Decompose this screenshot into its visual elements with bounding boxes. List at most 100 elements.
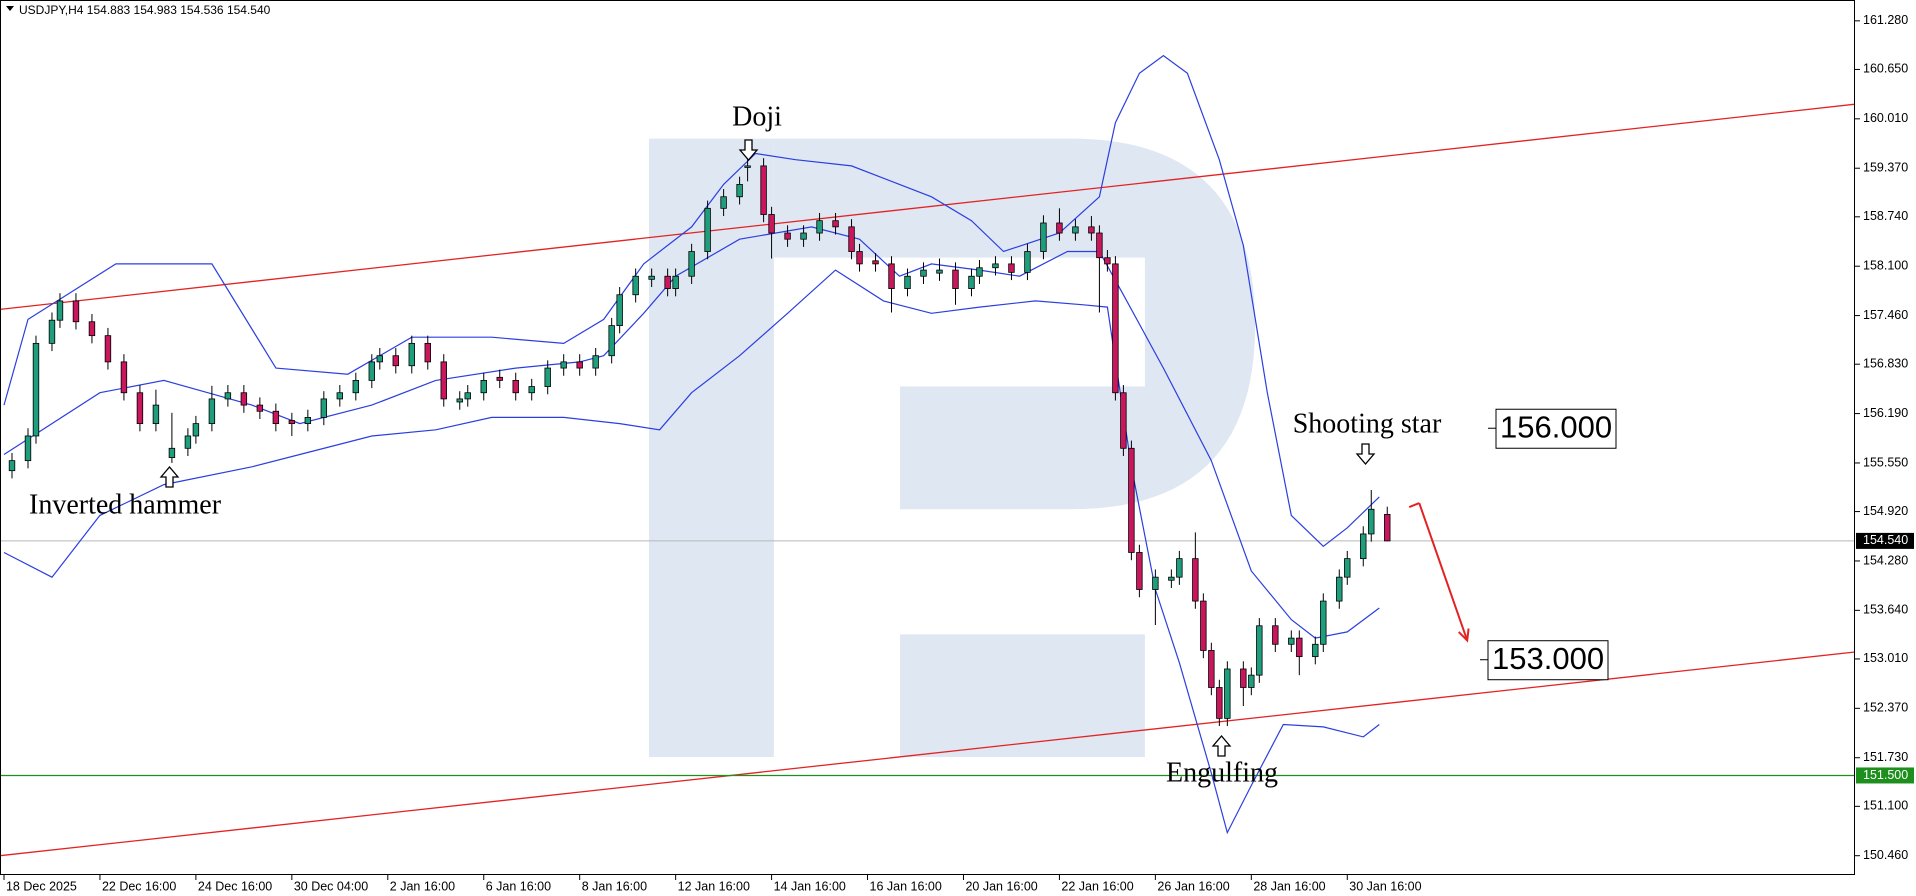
candle-body — [968, 275, 975, 289]
candle-body — [1208, 650, 1215, 688]
y-tick-label: 151.100 — [1863, 799, 1908, 813]
support-tag-label: 151.500 — [1863, 768, 1908, 782]
plot-area — [0, 54, 1856, 857]
candle-body — [1336, 576, 1343, 602]
candle-body — [528, 386, 535, 394]
x-tick-label: 2 Jan 16:00 — [390, 879, 455, 893]
y-tick-label: 160.650 — [1863, 62, 1908, 76]
candle-body — [1176, 558, 1183, 578]
plot-frame — [0, 0, 1855, 875]
candle-body — [1168, 576, 1175, 581]
candle-body — [256, 404, 264, 412]
arrow-down — [738, 139, 759, 162]
candle-body — [136, 392, 144, 425]
candle-body — [992, 263, 999, 269]
arrow-up — [1211, 734, 1232, 757]
y-tick-label: 154.920 — [1863, 504, 1908, 518]
candle-body — [904, 275, 911, 289]
candle-body — [1216, 687, 1223, 719]
candle-body — [1192, 558, 1199, 602]
candle-body — [768, 214, 775, 234]
x-tick-label: 30 Dec 04:00 — [294, 879, 368, 893]
candle-body — [560, 361, 567, 369]
candle-body — [952, 269, 959, 289]
candle-body — [1288, 637, 1295, 645]
x-tick-label: 14 Jan 16:00 — [774, 879, 846, 893]
candle-body — [1088, 226, 1095, 234]
x-tick-label: 6 Jan 16:00 — [486, 879, 551, 893]
y-tick-label: 158.100 — [1863, 259, 1908, 273]
candle-body — [272, 410, 280, 425]
candle-body — [48, 319, 56, 344]
candle-body — [816, 220, 823, 234]
candle-body — [512, 380, 519, 394]
y-tick-label: 150.460 — [1863, 848, 1908, 862]
candle-body — [352, 380, 360, 394]
candle-body — [1224, 668, 1231, 719]
bollinger-band — [3, 226, 1380, 639]
candle-body — [760, 165, 767, 215]
candle-body — [1368, 508, 1375, 535]
x-tick-label: 8 Jan 16:00 — [582, 879, 647, 893]
candle-body — [1272, 625, 1279, 645]
candle-body — [464, 392, 471, 400]
annotation: Shooting star — [1293, 408, 1442, 439]
candle-body — [648, 275, 655, 280]
candle-body — [1296, 637, 1303, 658]
watermark-foot — [900, 634, 1145, 758]
candle-body — [1240, 668, 1247, 688]
x-tick-label: 26 Jan 16:00 — [1157, 879, 1229, 893]
y-tick-label: 155.550 — [1863, 455, 1908, 469]
candle-body — [496, 376, 503, 381]
candle-body — [56, 300, 64, 321]
candle-body — [688, 251, 695, 277]
y-tick-label: 156.190 — [1863, 406, 1908, 420]
candle-body — [8, 460, 16, 472]
candle-body — [24, 435, 32, 462]
trend-line — [0, 103, 1856, 311]
forecast-arrow-cap — [1408, 502, 1420, 509]
candle-body — [1248, 674, 1255, 688]
candle-body — [1024, 251, 1031, 273]
candle-body — [544, 367, 551, 387]
chart-title: USDJPY,H4 154.883 154.983 154.536 154.54… — [19, 3, 271, 17]
pointer-arrows — [159, 139, 1376, 757]
forecast-arrow — [1418, 502, 1469, 641]
candle-body — [1040, 222, 1047, 252]
y-tick-label: 160.010 — [1863, 111, 1908, 125]
x-tick-label: 20 Jan 16:00 — [965, 879, 1037, 893]
candle-body — [832, 220, 839, 228]
candle-body — [784, 232, 791, 240]
candle-body — [576, 361, 583, 369]
candle-body — [704, 207, 711, 252]
candle-body — [872, 260, 879, 265]
candle-body — [1344, 558, 1351, 578]
watermark-bar — [648, 138, 774, 758]
candle-body — [608, 325, 615, 357]
candle-body — [1320, 600, 1327, 645]
candle-body — [1120, 392, 1127, 449]
y-tick-label: 153.010 — [1863, 651, 1908, 665]
candle-body — [1152, 576, 1159, 590]
x-tick-label: 16 Jan 16:00 — [870, 879, 942, 893]
y-tick-label: 158.740 — [1863, 209, 1908, 223]
trend-line — [0, 651, 1856, 857]
watermark-bowl — [773, 138, 1256, 510]
candle-body — [32, 342, 40, 437]
y-tick-label: 154.280 — [1863, 553, 1908, 567]
x-tick-label: 22 Dec 16:00 — [102, 879, 176, 893]
price-tag — [1856, 532, 1914, 549]
candle-body — [320, 398, 328, 418]
candle-body — [368, 361, 375, 381]
price-tag-label: 154.540 — [1863, 533, 1908, 547]
x-tick-label: 30 Jan 16:00 — [1349, 879, 1421, 893]
candle-body — [288, 420, 296, 425]
annotation: Engulfing — [1166, 757, 1278, 788]
candle-body — [408, 342, 415, 367]
y-tick-label: 161.280 — [1863, 13, 1908, 27]
candle-body — [736, 184, 743, 198]
candle-body — [1056, 222, 1063, 234]
candle-body — [304, 417, 312, 425]
candle-body — [440, 361, 447, 400]
